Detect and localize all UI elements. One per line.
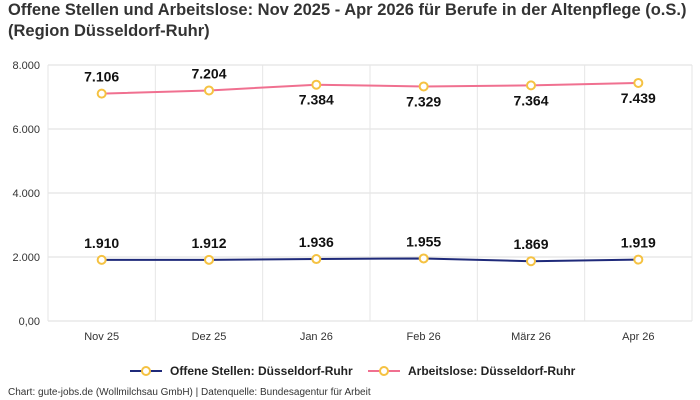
data-label: 7.204	[191, 65, 226, 81]
data-label: 7.106	[84, 69, 119, 85]
legend-label: Arbeitslose: Düsseldorf-Ruhr	[408, 364, 576, 378]
source-note: Chart: gute-jobs.de (Wollmilchsau GmbH) …	[8, 387, 371, 398]
x-tick-label: Jan 26	[300, 331, 333, 343]
data-point	[204, 254, 214, 265]
data-label: 1.910	[84, 235, 119, 251]
data-labels: 1.910 1.912 1.936 1.955 1.869 1.919 7.106 7.204…	[84, 65, 656, 252]
legend-marker	[379, 366, 389, 376]
y-axis-ticks: 0,00 2.000 4.000 6.000 8.000	[12, 60, 40, 328]
data-point	[418, 253, 429, 264]
y-tick-label: 0,00	[19, 316, 40, 328]
data-label: 7.329	[406, 93, 441, 109]
series-line	[101, 81, 639, 95]
x-axis-ticks: Nov 25 Dez 25 Jan 26 Feb 26 März 26 Apr 26	[84, 331, 654, 343]
data-label: 1.936	[299, 234, 334, 250]
x-tick-label: Feb 26	[407, 331, 441, 343]
chart-title: Offene Stellen und Arbeitslose: Nov 2025…	[8, 1, 687, 40]
grid	[47, 64, 693, 322]
data-point	[311, 79, 322, 90]
y-tick-label: 2.000	[12, 252, 40, 264]
data-point	[96, 254, 107, 265]
y-tick-label: 6.000	[12, 124, 40, 136]
data-point	[418, 81, 429, 92]
legend-label: Offene Stellen: Düsseldorf-Ruhr	[170, 364, 353, 378]
data-label: 7.384	[299, 92, 334, 108]
x-tick-label: Nov 25	[84, 331, 119, 343]
data-point	[311, 254, 322, 265]
y-tick-label: 4.000	[12, 188, 40, 200]
x-tick-label: Dez 25	[192, 331, 227, 343]
y-tick-label: 8.000	[12, 60, 40, 72]
series-line	[101, 257, 639, 263]
data-point	[96, 88, 107, 99]
data-label: 1.869	[513, 236, 548, 252]
data-point	[204, 85, 214, 96]
data-point	[526, 80, 536, 91]
series-layer	[96, 77, 644, 267]
legend: Offene Stellen: Düsseldorf-Ruhr Arbeitslo…	[130, 364, 576, 378]
x-tick-label: Apr 26	[622, 331, 654, 343]
legend-marker	[141, 366, 151, 376]
data-point	[526, 256, 536, 267]
data-label: 1.955	[406, 233, 441, 249]
data-point	[633, 254, 644, 265]
data-label: 7.364	[513, 92, 548, 108]
x-tick-label: März 26	[511, 331, 551, 343]
data-label: 7.439	[621, 90, 656, 106]
data-point	[633, 77, 644, 88]
data-label: 1.912	[191, 235, 226, 251]
data-label: 1.919	[621, 235, 656, 251]
